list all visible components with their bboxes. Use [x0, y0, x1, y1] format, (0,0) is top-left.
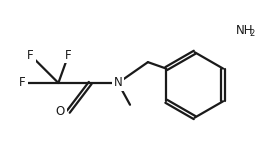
- Text: F: F: [27, 49, 34, 62]
- Text: NH: NH: [235, 24, 253, 37]
- Text: F: F: [65, 49, 72, 62]
- Text: F: F: [19, 76, 26, 89]
- Text: N: N: [114, 76, 122, 89]
- Text: 2: 2: [249, 29, 255, 38]
- Text: O: O: [56, 105, 65, 118]
